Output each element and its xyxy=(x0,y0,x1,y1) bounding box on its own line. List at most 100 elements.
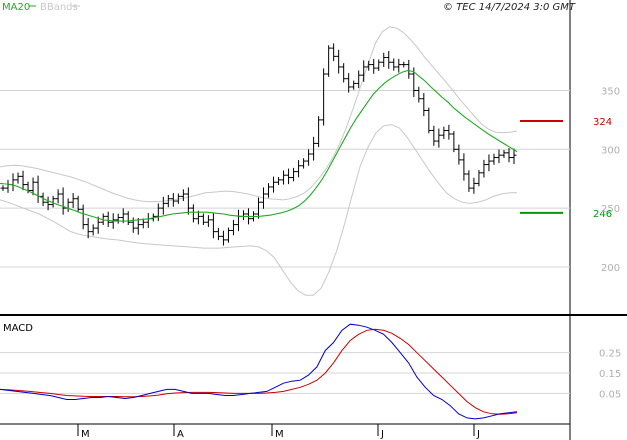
price-bar xyxy=(366,60,372,71)
price-bar xyxy=(140,218,146,229)
macd-signal-line xyxy=(0,328,518,415)
price-bar xyxy=(386,50,392,69)
price-bar xyxy=(235,209,241,232)
price-bar xyxy=(165,194,171,208)
price-bar xyxy=(356,70,362,89)
price-bar xyxy=(225,227,231,243)
price-bar xyxy=(115,213,121,224)
grid-layer xyxy=(0,89,570,394)
price-bar xyxy=(361,60,367,82)
price-bar xyxy=(210,213,216,239)
price-bar xyxy=(50,195,56,208)
macd-line xyxy=(0,323,518,420)
macd-panel-title: MACD xyxy=(3,323,33,334)
price-bar xyxy=(10,173,16,192)
price-bar xyxy=(426,107,432,134)
price-bar xyxy=(80,204,86,230)
price-bar xyxy=(85,218,91,239)
price-bar xyxy=(441,126,447,139)
price-bar xyxy=(381,52,387,67)
price-bar xyxy=(230,219,236,236)
price-bar xyxy=(261,187,267,209)
price-bar xyxy=(170,193,176,207)
price-bar xyxy=(471,177,477,194)
bollinger-upper-band xyxy=(0,26,518,203)
price-bar xyxy=(306,149,312,166)
price-bar xyxy=(105,211,111,227)
price-y-tick-label: 250 xyxy=(601,204,620,215)
price-bar xyxy=(70,193,76,208)
price-bar xyxy=(451,131,457,153)
price-bar xyxy=(396,58,402,73)
price-bar xyxy=(5,179,11,193)
price-bar xyxy=(45,196,51,211)
price-bar xyxy=(291,167,297,182)
support-level-label: 246 xyxy=(593,209,612,220)
price-bar xyxy=(421,93,427,117)
price-bar xyxy=(401,61,407,68)
price-bars-layer xyxy=(0,43,517,246)
price-bar xyxy=(160,196,166,215)
price-bar xyxy=(346,73,352,93)
price-bar xyxy=(341,63,347,83)
legend-ma20: MA20 xyxy=(2,2,30,13)
price-bar xyxy=(55,189,61,204)
ma20-line xyxy=(0,69,518,222)
price-bar xyxy=(75,195,81,213)
price-bar xyxy=(20,170,26,191)
price-bar xyxy=(301,158,307,169)
price-bar xyxy=(431,125,437,146)
x-tick-label: M xyxy=(275,429,284,440)
x-tick-label: M xyxy=(81,429,90,440)
price-bar xyxy=(276,177,282,186)
price-y-tick-label: 300 xyxy=(601,145,620,156)
price-bar xyxy=(491,153,497,165)
legend-bbands: BBands xyxy=(40,2,78,13)
price-bar xyxy=(15,172,21,184)
price-bar xyxy=(391,58,397,71)
price-y-tick-label: 350 xyxy=(601,86,620,97)
bollinger-lower-band xyxy=(0,124,517,296)
macd-y-tick-label: 0.05 xyxy=(599,389,621,400)
price-bar xyxy=(326,45,332,77)
price-bar xyxy=(195,210,201,225)
price-bar xyxy=(60,187,66,215)
price-bar xyxy=(321,68,327,126)
price-bar xyxy=(336,49,342,74)
resistance-level-label: 324 xyxy=(593,117,612,128)
price-bar xyxy=(476,170,482,187)
price-bar xyxy=(180,189,186,202)
price-bar xyxy=(155,203,161,222)
price-bar xyxy=(65,198,71,212)
price-bar xyxy=(40,192,46,206)
price-bar xyxy=(200,213,206,226)
price-bar xyxy=(175,193,181,204)
price-bar xyxy=(406,59,412,79)
price-bar xyxy=(281,170,287,185)
price-bar xyxy=(461,153,467,181)
price-bar xyxy=(271,176,277,193)
price-bar xyxy=(296,160,302,178)
price-bar xyxy=(286,168,292,185)
x-tick-label: A xyxy=(177,429,184,440)
price-bar xyxy=(436,128,442,148)
bollinger-bands-layer xyxy=(0,26,518,296)
price-bar xyxy=(371,58,377,74)
price-bar xyxy=(90,224,96,236)
price-bar xyxy=(496,149,502,164)
price-bar xyxy=(185,187,191,215)
axis-layer: 200 250 300 350 0.05 0.15 0.25 M A M J J xyxy=(77,86,621,440)
price-bar xyxy=(0,185,6,191)
price-bar xyxy=(416,86,422,103)
price-bar xyxy=(190,204,196,223)
macd-layer xyxy=(0,323,518,420)
price-bar xyxy=(351,80,357,90)
levels-layer: 324 246 xyxy=(520,117,612,220)
price-y-tick-label: 200 xyxy=(601,263,620,274)
x-tick-label: J xyxy=(476,429,480,440)
price-bar xyxy=(215,227,221,241)
copyright-timestamp: © TEC 14/7/2024 3:0 GMT xyxy=(443,2,576,13)
